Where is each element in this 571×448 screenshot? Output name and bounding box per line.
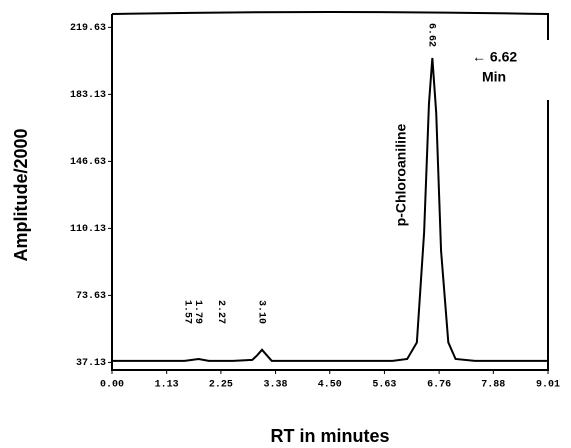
x-tick-label: 4.50 [318, 380, 342, 391]
annotation: ← 6.62 [472, 49, 517, 65]
y-tick-label: 183.13 [70, 90, 106, 101]
peak-label: 6.62 [426, 23, 437, 47]
x-tick-label: 1.13 [155, 380, 179, 391]
y-tick-label: 110.13 [70, 224, 106, 235]
x-tick-label: 3.38 [264, 380, 288, 391]
y-tick-label: 146.63 [70, 157, 106, 168]
peak-label: 3.10 [255, 300, 266, 324]
y-axis-label: Amplitude/2000 [11, 128, 31, 261]
peak-label: 1.57 [181, 300, 192, 324]
peak-label: 2.27 [215, 300, 226, 324]
x-tick-label: 5.63 [372, 380, 396, 391]
x-tick-label: 0.00 [100, 380, 124, 391]
y-tick-label: 73.63 [76, 291, 106, 302]
y-tick-label: 219.63 [70, 23, 106, 34]
x-tick-label: 2.25 [209, 380, 233, 391]
trace [112, 57, 548, 362]
peak-name: p-Chloroaniline [393, 123, 409, 226]
frame [111, 14, 549, 371]
x-axis-label: RT in minutes [270, 426, 389, 446]
peak-label: 1.79 [192, 300, 203, 324]
x-tick-label: 9.01 [536, 380, 560, 391]
annotation: Min [482, 69, 506, 85]
y-tick-label: 37.13 [76, 358, 106, 369]
x-tick-label: 7.88 [481, 380, 505, 391]
frame [111, 11, 549, 40]
x-tick-label: 6.76 [427, 380, 451, 391]
